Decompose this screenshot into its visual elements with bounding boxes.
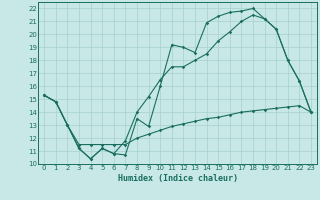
X-axis label: Humidex (Indice chaleur): Humidex (Indice chaleur)	[118, 174, 238, 183]
